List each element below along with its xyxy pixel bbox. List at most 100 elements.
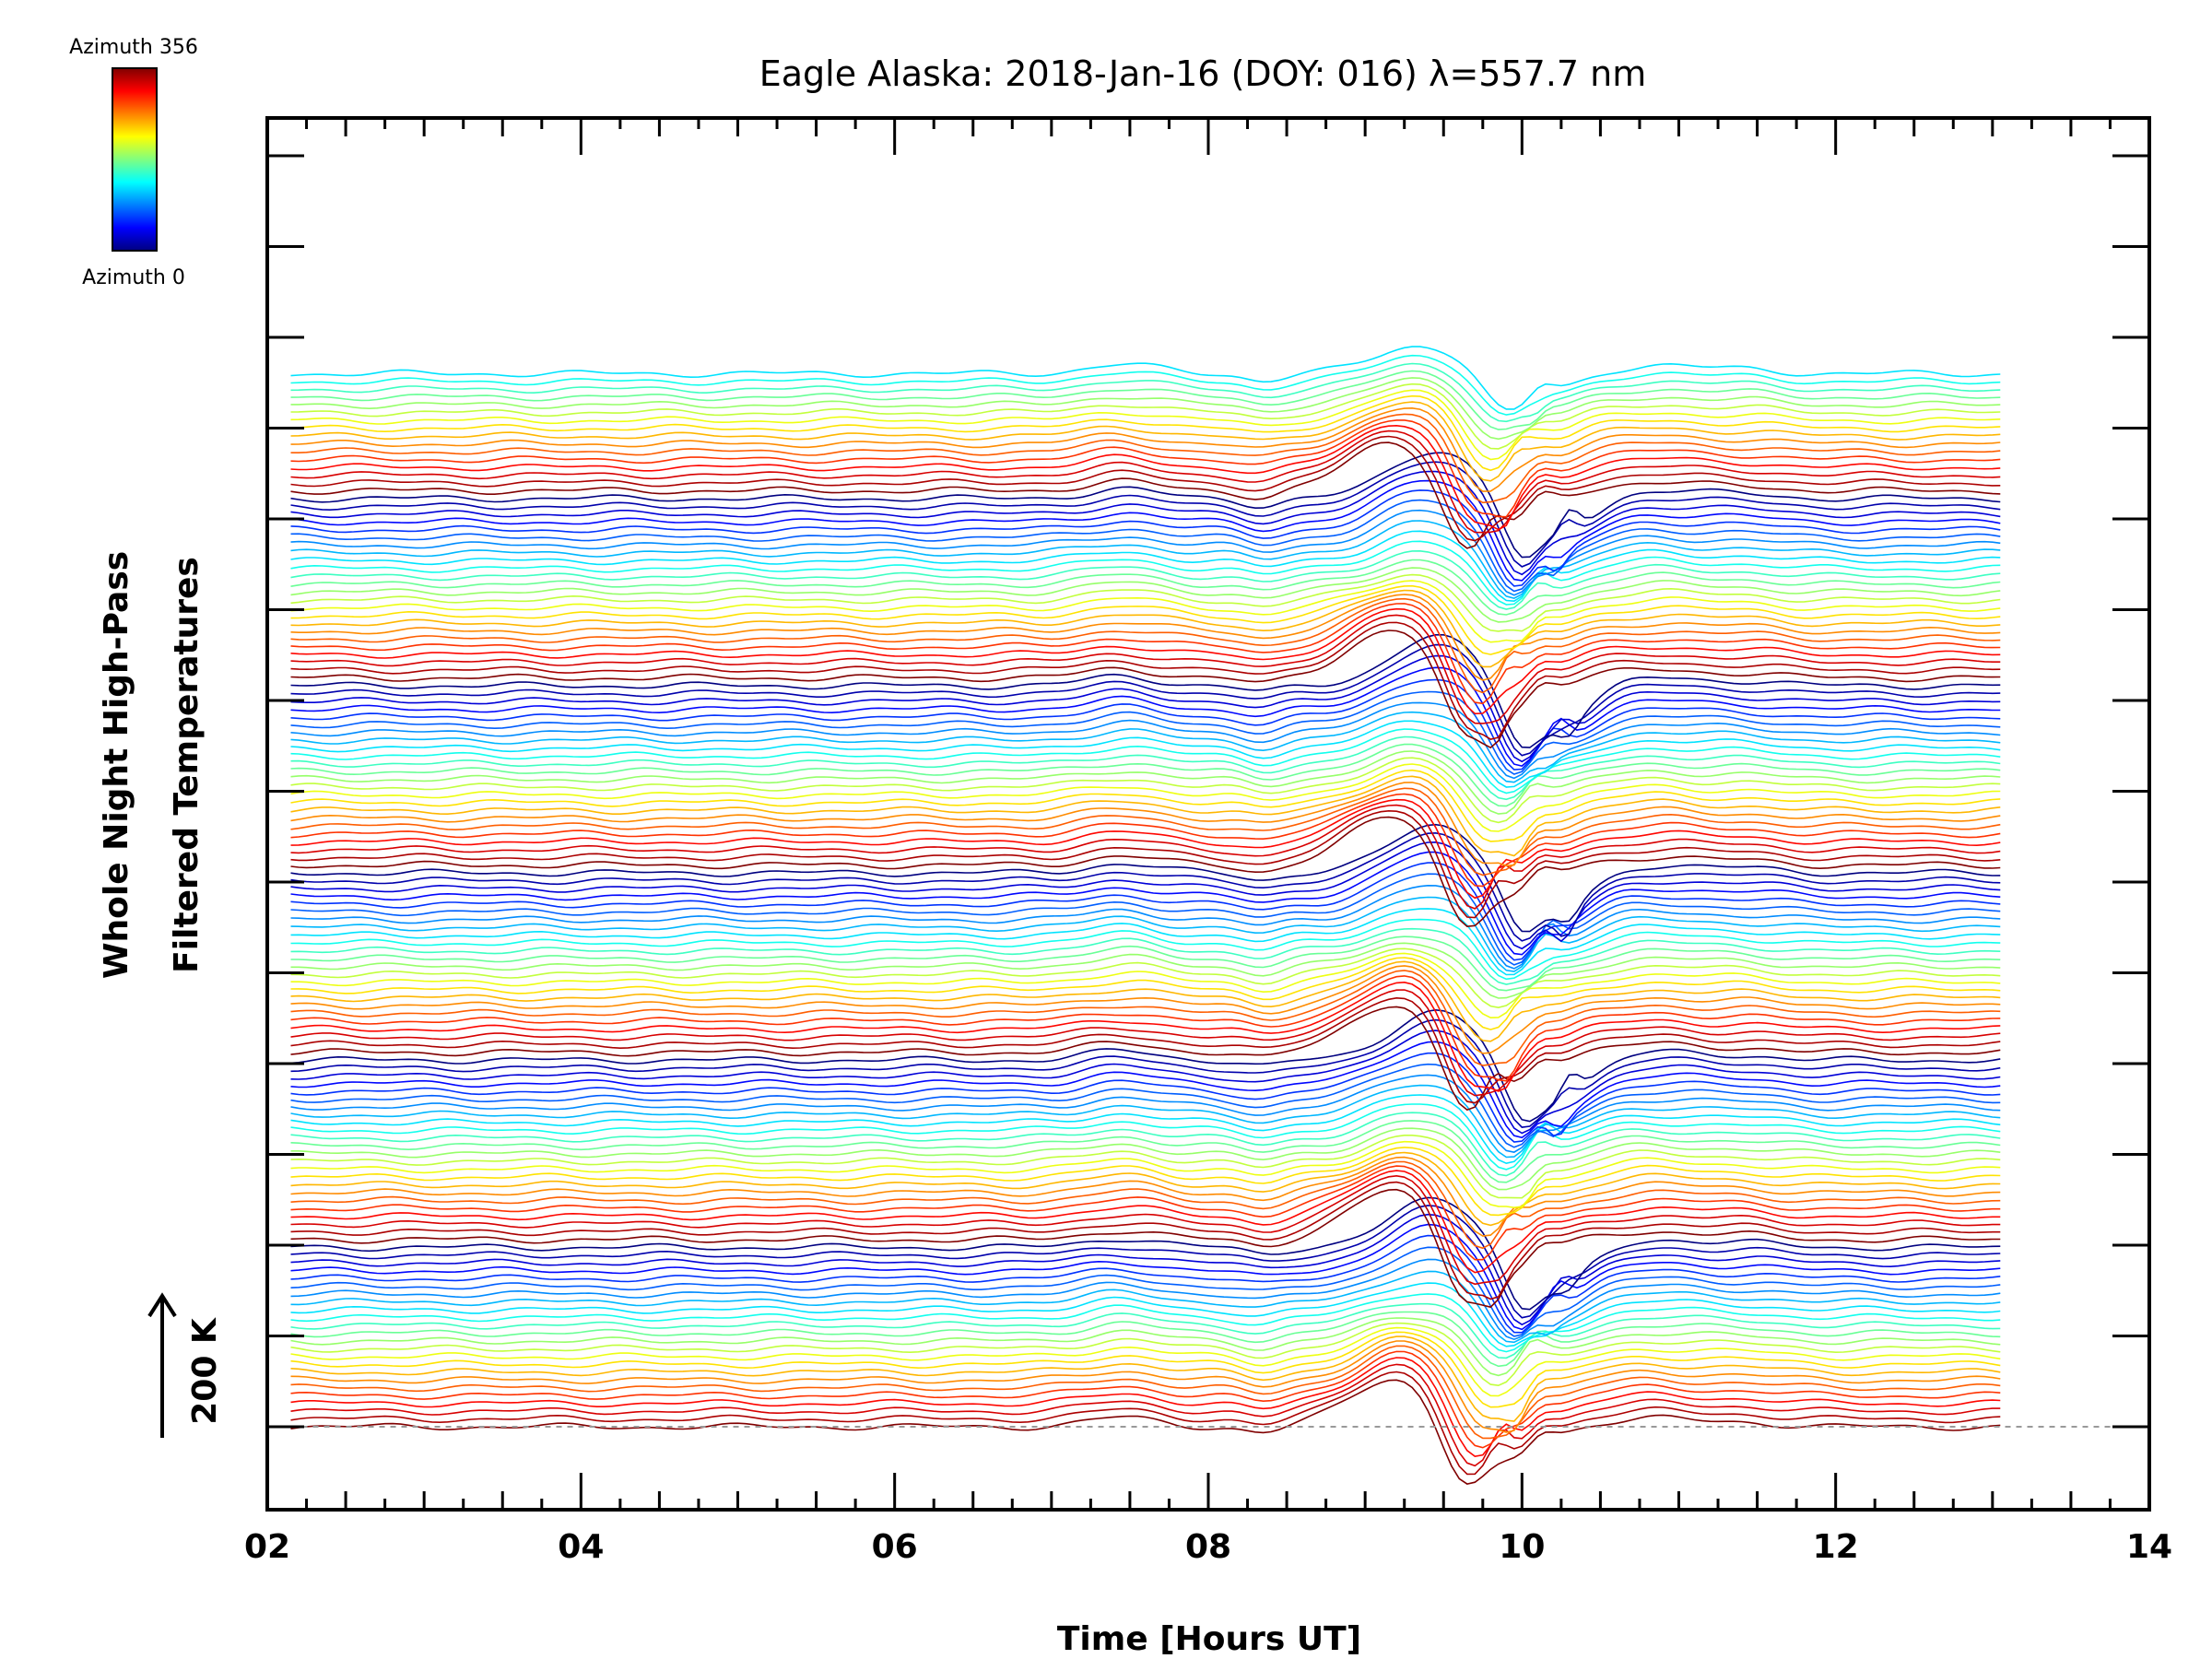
trace-azimuth-69 <box>290 841 2001 950</box>
trace-azimuth-132 <box>290 370 2001 430</box>
trace-azimuth-110 <box>290 540 2001 606</box>
trace-azimuth-34 <box>290 1135 2001 1199</box>
trace-azimuth-49 <box>290 996 2001 1104</box>
trace-azimuth-16 <box>290 1270 2001 1344</box>
x-tick-label-06: 06 <box>872 1528 918 1566</box>
trace-azimuth-44 <box>290 1041 2001 1139</box>
trace-azimuth-27 <box>290 1170 2001 1274</box>
trace-azimuth-28 <box>290 1165 2001 1261</box>
trace-azimuth-12 <box>290 1311 2001 1368</box>
trace-azimuth-78 <box>290 782 2001 867</box>
trace-azimuth-71 <box>290 823 2001 933</box>
chart-title: Eagle Alaska: 2018-Jan-16 (DOY: 016) λ=5… <box>759 53 1647 94</box>
trace-azimuth-96 <box>290 629 2001 749</box>
trace-azimuth-85 <box>290 735 2001 801</box>
trace-azimuth-14 <box>290 1293 2001 1353</box>
trace-azimuth-57 <box>290 952 2001 1019</box>
trace-azimuth-76 <box>290 793 2001 888</box>
trace-azimuth-67 <box>290 862 2001 961</box>
trace-azimuth-18 <box>290 1246 2001 1337</box>
trace-azimuth-3 <box>290 1357 2001 1458</box>
trace-azimuth-97 <box>290 621 2001 740</box>
trace-azimuth-17 <box>290 1258 2001 1341</box>
colorbar-bottom-label: Azimuth 0 <box>82 266 185 289</box>
trace-azimuth-66 <box>290 873 2001 966</box>
trace-azimuth-47 <box>290 1008 2001 1123</box>
trace-azimuth-114 <box>290 499 2001 593</box>
trace-azimuth-11 <box>290 1317 2001 1377</box>
trace-azimuth-80 <box>290 769 2001 842</box>
trace-azimuth-7 <box>290 1335 2001 1422</box>
trace-azimuth-59 <box>290 942 2001 999</box>
trace-azimuth-19 <box>290 1234 2001 1334</box>
trace-azimuth-2 <box>290 1363 2001 1467</box>
trace-azimuth-36 <box>290 1120 2001 1183</box>
trace-azimuth-94 <box>290 643 2001 757</box>
trace-azimuth-122 <box>290 429 2001 534</box>
colorbar <box>112 67 158 252</box>
trace-azimuth-119 <box>290 452 2001 559</box>
trace-azimuth-113 <box>290 509 2001 596</box>
trace-azimuth-117 <box>290 470 2001 576</box>
trace-azimuth-33 <box>290 1140 2001 1209</box>
trace-azimuth-13 <box>290 1302 2001 1359</box>
trace-azimuth-56 <box>290 957 2001 1030</box>
trace-azimuth-108 <box>290 559 2001 616</box>
trace-azimuth-103 <box>290 589 2001 668</box>
trace-azimuth-45 <box>290 1030 2001 1135</box>
trace-azimuth-107 <box>290 567 2001 623</box>
trace-azimuth-83 <box>290 750 2001 815</box>
scale-bar-label: 200 K <box>186 1317 224 1425</box>
trace-azimuth-62 <box>290 918 2001 981</box>
trace-azimuth-29 <box>290 1160 2001 1250</box>
trace-azimuth-31 <box>290 1151 2001 1227</box>
x-tick-labels: 02 04 06 08 10 12 14 <box>244 1528 2172 1566</box>
trace-azimuth-124 <box>290 419 2001 518</box>
trace-azimuth-112 <box>290 520 2001 599</box>
trace-azimuth-70 <box>290 831 2001 942</box>
trace-azimuth-118 <box>290 461 2001 568</box>
trace-azimuth-26 <box>290 1174 2001 1286</box>
trace-azimuth-120 <box>290 441 2001 549</box>
x-tick-label-10: 10 <box>1499 1528 1545 1566</box>
trace-azimuth-42 <box>290 1063 2001 1148</box>
trace-azimuth-32 <box>290 1147 2001 1217</box>
trace-azimuth-115 <box>290 489 2001 587</box>
trace-azimuth-10 <box>290 1322 2001 1387</box>
trace-azimuth-99 <box>290 607 2001 715</box>
trace-azimuth-88 <box>290 711 2001 783</box>
trace-azimuth-23 <box>290 1196 2001 1311</box>
trace-azimuth-87 <box>290 720 2001 788</box>
trace-azimuth-50 <box>290 989 2001 1097</box>
trace-azimuth-22 <box>290 1205 2001 1319</box>
trace-azimuth-100 <box>290 603 2001 705</box>
trace-azimuth-1 <box>290 1371 2001 1476</box>
trace-azimuth-43 <box>290 1052 2001 1143</box>
trace-azimuth-77 <box>290 787 2001 877</box>
trace-azimuth-58 <box>290 947 2001 1009</box>
x-axis-label: Time [Hours UT] <box>1057 1620 1361 1658</box>
trace-azimuth-39 <box>290 1094 2001 1165</box>
trace-azimuth-20 <box>290 1223 2001 1331</box>
trace-azimuth-38 <box>290 1103 2001 1171</box>
trace-azimuth-8 <box>290 1331 2001 1408</box>
trace-azimuth-81 <box>290 763 2001 832</box>
trace-azimuth-90 <box>290 690 2001 775</box>
trace-azimuth-21 <box>290 1213 2001 1326</box>
x-tick-label-02: 02 <box>244 1528 290 1566</box>
trace-azimuth-74 <box>290 804 2001 910</box>
trace-azimuth-121 <box>290 435 2001 542</box>
trace-azimuth-128 <box>290 394 2001 472</box>
trace-azimuth-130 <box>290 382 2001 450</box>
y-axis-label-line1: Whole Night High-Pass <box>98 551 135 979</box>
y-axis-label-line2: Filtered Temperatures <box>168 557 206 973</box>
trace-azimuth-82 <box>290 757 2001 824</box>
x-tick-label-14: 14 <box>2126 1528 2172 1566</box>
trace-azimuth-9 <box>290 1326 2001 1397</box>
trace-azimuth-93 <box>290 654 2001 763</box>
colorbar-top-label: Azimuth 356 <box>69 36 198 59</box>
trace-azimuth-84 <box>290 743 2001 807</box>
x-tick-label-12: 12 <box>1813 1528 1859 1566</box>
x-tick-label-04: 04 <box>558 1528 604 1566</box>
trace-azimuth-135 <box>290 346 2001 410</box>
